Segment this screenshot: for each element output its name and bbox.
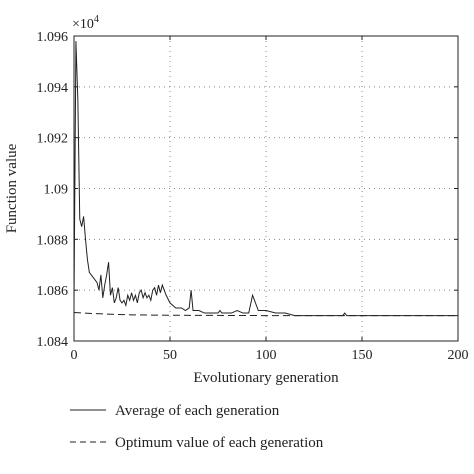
series-line-average: [73, 41, 458, 317]
y-tick-label: 1.094: [37, 81, 69, 96]
y-tick-label: 1.096: [37, 30, 69, 45]
x-tick-label: 200: [448, 348, 469, 363]
x-tick-label: 100: [256, 348, 277, 363]
y-tick-label: 1.086: [37, 284, 69, 299]
legend-label-optimum: Optimum value of each generation: [115, 435, 324, 451]
x-axis-title: Evolutionary generation: [193, 370, 339, 386]
axis-ticks: 0 50 100 150 200 1.084 1.086 1.088 1.09 1.092 1.09…: [37, 30, 469, 363]
series-line-optimum: [73, 312, 458, 317]
y-tick-label: 1.088: [37, 233, 69, 248]
legend: Average of each generation Optimum value…: [70, 403, 324, 451]
y-multiplier-exponent: 4: [94, 14, 99, 25]
y-axis-title: Function value: [4, 143, 20, 233]
x-tick-label: 150: [352, 348, 373, 363]
x-tick-label: 50: [163, 348, 177, 363]
y-tick-label: 1.092: [37, 132, 69, 147]
legend-label-average: Average of each generation: [115, 403, 280, 419]
y-tick-label: 1.084: [37, 335, 69, 350]
y-axis-multiplier: ×104: [72, 14, 99, 32]
x-tick-label: 0: [71, 348, 78, 363]
grid-lines: [74, 36, 458, 341]
y-multiplier-base: ×10: [72, 17, 94, 32]
y-tick-label: 1.09: [44, 183, 69, 198]
series-lines: [73, 41, 458, 317]
